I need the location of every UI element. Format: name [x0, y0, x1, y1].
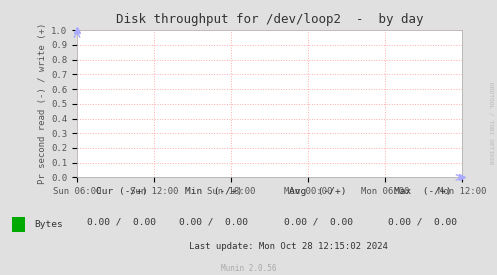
Text: Cur (-/+): Cur (-/+)	[96, 187, 148, 196]
Y-axis label: Pr second read (-) / write (+): Pr second read (-) / write (+)	[38, 23, 47, 185]
Text: Min  (-/+): Min (-/+)	[185, 187, 243, 196]
Text: Last update: Mon Oct 28 12:15:02 2024: Last update: Mon Oct 28 12:15:02 2024	[189, 242, 388, 251]
Text: 0.00 /  0.00: 0.00 / 0.00	[388, 218, 457, 227]
Text: RRDTOOL / TOBI OETIKER: RRDTOOL / TOBI OETIKER	[488, 82, 493, 165]
Text: 0.00 /  0.00: 0.00 / 0.00	[284, 218, 352, 227]
Text: Munin 2.0.56: Munin 2.0.56	[221, 264, 276, 273]
Text: 0.00 /  0.00: 0.00 / 0.00	[179, 218, 248, 227]
Text: 0.00 /  0.00: 0.00 / 0.00	[87, 218, 156, 227]
Text: Bytes: Bytes	[34, 221, 63, 229]
Title: Disk throughput for /dev/loop2  -  by day: Disk throughput for /dev/loop2 - by day	[116, 13, 423, 26]
Text: Max  (-/+): Max (-/+)	[394, 187, 451, 196]
Text: Avg  (-/+): Avg (-/+)	[289, 187, 347, 196]
